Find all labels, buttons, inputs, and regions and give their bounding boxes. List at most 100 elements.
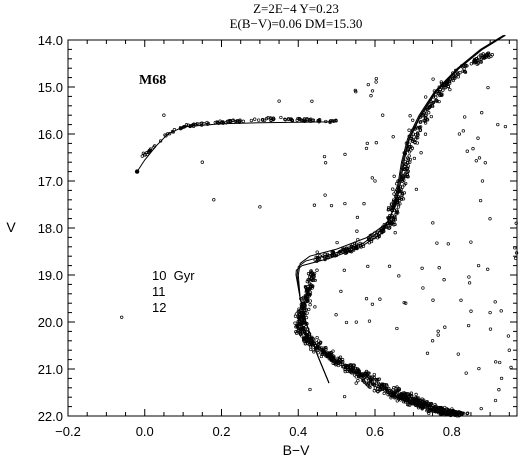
main-sequence-star: [305, 335, 310, 340]
main-sequence-star: [305, 311, 309, 315]
field-star: [369, 94, 373, 98]
main-sequence-star: [410, 401, 414, 406]
field-star: [414, 392, 418, 397]
main-sequence-star: [427, 411, 431, 416]
field-star: [411, 118, 415, 122]
red-giant-star: [446, 85, 451, 89]
main-sequence-star: [390, 393, 395, 397]
red-giant-star: [406, 157, 411, 161]
main-sequence-star: [293, 321, 297, 325]
red-giant-star: [403, 172, 407, 176]
field-star: [477, 366, 481, 371]
main-sequence-star: [403, 392, 408, 396]
red-giant-star: [476, 55, 481, 59]
main-sequence-star: [358, 374, 362, 378]
main-sequence-star: [314, 341, 319, 345]
red-giant-star: [423, 121, 428, 125]
main-sequence-star: [346, 365, 350, 369]
x-tick-label: 0.8: [443, 424, 461, 439]
main-sequence-star: [296, 310, 300, 314]
red-giant-star: [413, 137, 418, 141]
main-sequence-star: [356, 370, 360, 375]
horizontal-branch-star: [236, 119, 240, 123]
red-giant-star: [393, 215, 397, 219]
y-axis-label: V: [6, 219, 16, 235]
field-star: [437, 266, 441, 270]
x-axis-ticks: −0.2 0.0 0.2 0.4 0.6 0.8: [55, 40, 510, 439]
red-giant-star: [418, 120, 422, 125]
red-giant-star: [407, 150, 412, 154]
field-star: [334, 313, 338, 317]
field-star: [344, 320, 349, 325]
main-sequence-star: [301, 319, 306, 324]
x-tick-label: −0.2: [55, 424, 81, 439]
subgiant-star: [379, 228, 383, 233]
red-giant-star: [400, 185, 405, 189]
red-giant-star: [410, 139, 414, 143]
main-sequence-star: [297, 317, 301, 321]
main-sequence-star: [418, 398, 423, 402]
main-sequence-star: [303, 306, 307, 310]
red-giant-star: [405, 170, 409, 174]
red-giant-star: [392, 192, 396, 196]
red-giant-star: [479, 60, 483, 64]
field-star: [498, 360, 502, 365]
main-sequence-star: [431, 406, 436, 411]
field-star: [342, 394, 347, 399]
field-star: [414, 187, 419, 192]
red-giant-star: [465, 64, 469, 68]
main-sequence-star: [305, 339, 309, 343]
main-sequence-star: [375, 379, 379, 383]
x-tick-label: 0.4: [289, 424, 307, 439]
field-star: [446, 242, 450, 246]
horizontal-branch-star: [149, 147, 153, 151]
field-star: [463, 115, 467, 119]
horizontal-branch-star: [143, 153, 147, 157]
red-giant-star: [417, 126, 422, 130]
field-star: [258, 205, 262, 209]
field-star: [387, 207, 391, 211]
horizontal-branch-star: [264, 116, 269, 121]
field-star: [370, 176, 374, 180]
horizontal-branch-star: [305, 117, 309, 121]
red-giant-star: [480, 53, 484, 57]
main-sequence-star: [395, 385, 399, 389]
field-star: [407, 128, 411, 132]
red-giant-star: [461, 69, 465, 73]
horizontal-branch-endpoint: [134, 169, 140, 174]
field-star: [436, 329, 440, 333]
red-giant-star: [415, 132, 420, 136]
field-star: [499, 376, 504, 381]
main-sequence-star: [397, 387, 401, 391]
main-sequence-star: [416, 396, 421, 400]
horizontal-branch-star: [147, 150, 152, 154]
main-sequence-star: [447, 409, 451, 414]
horizontal-branch-star: [260, 117, 265, 122]
main-sequence-star: [303, 294, 308, 299]
field-star: [430, 339, 435, 343]
main-sequence-star: [428, 407, 433, 412]
field-star: [397, 274, 401, 278]
red-giant-star: [448, 81, 452, 85]
main-sequence-star: [372, 389, 376, 393]
main-sequence-star: [308, 299, 312, 303]
field-star: [310, 99, 314, 103]
main-sequence-star: [420, 407, 424, 411]
main-sequence-star: [426, 405, 430, 410]
main-sequence-star: [394, 389, 398, 394]
main-sequence-star: [301, 296, 305, 301]
red-giant-star: [394, 211, 399, 215]
field-star: [375, 389, 380, 393]
red-giant-star: [472, 59, 476, 63]
main-sequence-star: [311, 348, 315, 352]
main-sequence-star: [454, 410, 458, 415]
horizontal-branch-star: [158, 139, 163, 143]
field-star: [409, 391, 413, 395]
field-star: [443, 325, 447, 329]
field-star: [488, 217, 492, 221]
main-sequence-star: [384, 388, 389, 392]
legend-10-gyr: 10 Gyr: [152, 268, 195, 283]
main-sequence-star: [311, 273, 315, 278]
main-sequence-star: [423, 404, 428, 408]
horizontal-branch-star: [279, 115, 283, 120]
